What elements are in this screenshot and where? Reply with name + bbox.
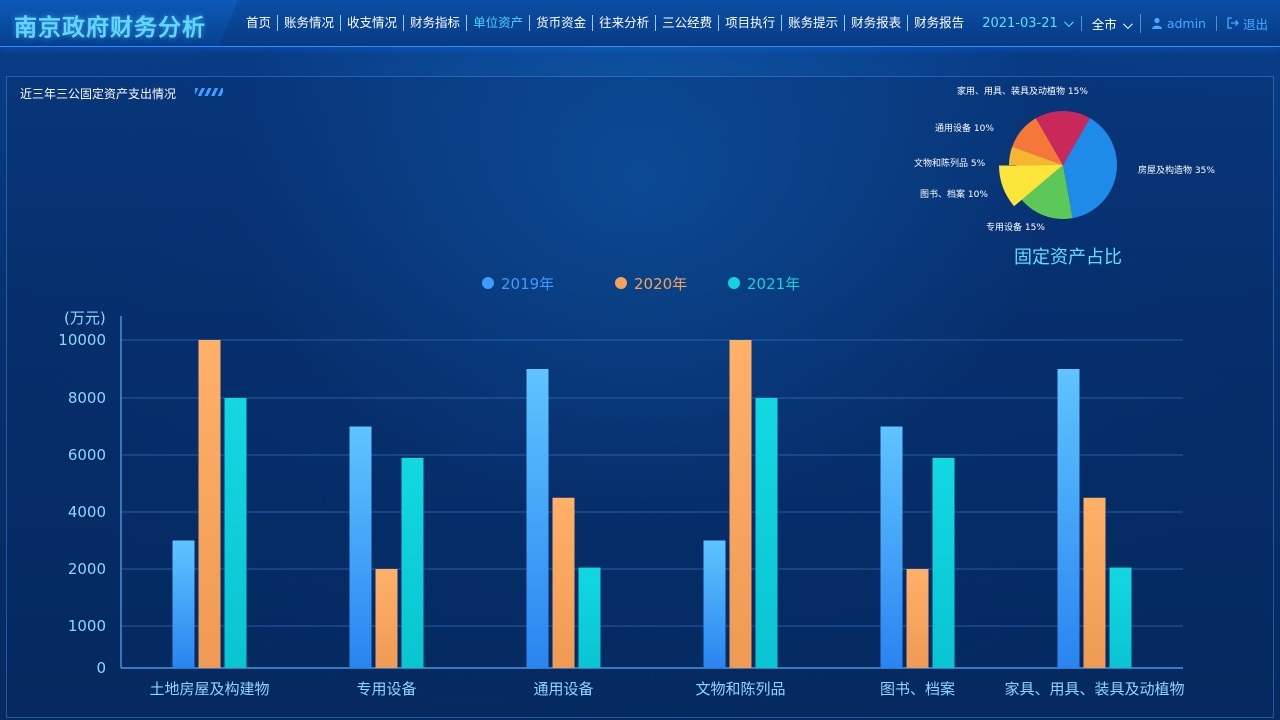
scope-value: 全市 [1091, 16, 1117, 32]
x-tick-label: 通用设备 [533, 680, 593, 698]
brand-block: 南京政府财务分析 [0, 0, 238, 46]
main-nav: 首页 账务情况 收支情况 财务指标 单位资产 货币资金 往来分析 三公经费 项目执行 账务提示 财务… [240, 0, 970, 46]
title-decoration [195, 88, 223, 96]
nav-item-0[interactable]: 首页 [240, 15, 279, 31]
bar-2-2[interactable] [578, 567, 601, 668]
y-tick-label: 2000 [68, 560, 106, 578]
pie-slice-3[interactable] [1009, 146, 1063, 166]
bar-1-0[interactable] [349, 426, 372, 669]
x-tick-label: 家具、用具、装具及动植物 [1004, 680, 1184, 698]
pie-title: 固定资产占比 [1014, 247, 1122, 268]
y-tick-label: 0 [96, 659, 106, 677]
pie-slice-5[interactable] [1035, 110, 1090, 165]
pie-label: 通用设备 10% [935, 122, 994, 134]
nav-item-3[interactable]: 财务指标 [404, 15, 468, 31]
nav-item-4[interactable]: 单位资产 [467, 15, 531, 31]
bar-3-1[interactable] [729, 340, 752, 668]
pie-slice-0[interactable] [1063, 118, 1117, 219]
pie-label: 房屋及构造物 35% [1138, 164, 1215, 176]
bar-0-1[interactable] [198, 340, 221, 668]
nav-item-8[interactable]: 项目执行 [719, 15, 783, 31]
nav-item-10[interactable]: 财务报表 [845, 15, 909, 31]
nav-item-6[interactable]: 往来分析 [593, 15, 657, 31]
legend-label: 2021年 [747, 275, 800, 293]
bar-5-1[interactable] [1083, 497, 1106, 668]
x-tick-label: 文物和陈列品 [695, 680, 785, 698]
legend-label: 2020年 [634, 275, 687, 293]
legend-marker [728, 277, 740, 289]
bar-1-1[interactable] [375, 569, 398, 668]
y-tick-label: 6000 [68, 446, 106, 464]
legend-marker [615, 277, 627, 289]
pie-slice-4[interactable] [1012, 118, 1063, 165]
bar-5-2[interactable] [1109, 567, 1132, 668]
date-selector[interactable]: 2021-03-21 [982, 15, 1082, 31]
logout-icon [1227, 17, 1239, 29]
pie-label: 专用设备 15% [986, 221, 1045, 233]
pie-label: 文物和陈列品 5% [914, 157, 986, 169]
bar-1-2[interactable] [401, 457, 424, 668]
header-bar: 南京政府财务分析 首页 账务情况 收支情况 财务指标 单位资产 货币资金 往来分析 三公经费项… [0, 0, 1280, 47]
user-menu[interactable]: admin [1141, 15, 1217, 31]
logout-label: 退出 [1242, 16, 1268, 32]
bar-4-1[interactable] [906, 569, 929, 668]
user-name: admin [1166, 15, 1206, 31]
legend-label: 2019年 [501, 275, 554, 293]
scope-selector[interactable]: 全市 [1082, 13, 1141, 33]
pie-label: 图书、档案 10% [920, 188, 988, 200]
bar-4-0[interactable] [880, 426, 903, 669]
x-tick-label: 土地房屋及构建物 [149, 680, 269, 698]
nav-item-7[interactable]: 三公经费 [656, 15, 720, 31]
y-tick-label: 10000 [58, 331, 106, 349]
x-tick-label: 专用设备 [356, 680, 416, 698]
y-tick-label: 8000 [68, 389, 106, 407]
x-tick-label: 图书、档案 [880, 680, 955, 698]
pie-slice-1[interactable] [1021, 165, 1073, 220]
bar-2-0[interactable] [526, 369, 549, 668]
nav-item-1[interactable]: 账务情况 [278, 15, 342, 31]
y-axis-label: (万元) [64, 309, 106, 327]
pie-label: 家用、用具、装具及动植物 15% [957, 85, 1088, 97]
header-right: 2021-03-21 全市 admin 退出 [982, 0, 1268, 46]
bar-5-0[interactable] [1057, 369, 1080, 668]
date-value: 2021-03-21 [982, 15, 1058, 31]
bar-3-2[interactable] [755, 398, 778, 668]
user-icon [1151, 17, 1162, 29]
bar-0-0[interactable] [172, 540, 195, 669]
bar-3-0[interactable] [703, 540, 726, 669]
bar-0-2[interactable] [224, 398, 247, 668]
nav-item-5[interactable]: 货币资金 [530, 15, 594, 31]
logout-button[interactable]: 退出 [1217, 14, 1268, 33]
app-title: 南京政府财务分析 [14, 15, 206, 41]
panel-title: 近三年三公固定资产支出情况 [20, 87, 177, 101]
y-tick-label: 4000 [68, 503, 106, 521]
bar-4-2[interactable] [932, 457, 955, 668]
bar-2-1[interactable] [552, 497, 575, 668]
nav-item-2[interactable]: 收支情况 [341, 15, 405, 31]
y-tick-label: 1000 [68, 617, 106, 635]
pie-slice-2[interactable] [999, 165, 1063, 207]
nav-item-9[interactable]: 账务提示 [782, 15, 846, 31]
legend-marker [482, 277, 494, 289]
nav-item-11[interactable]: 财务报告 [914, 15, 965, 30]
